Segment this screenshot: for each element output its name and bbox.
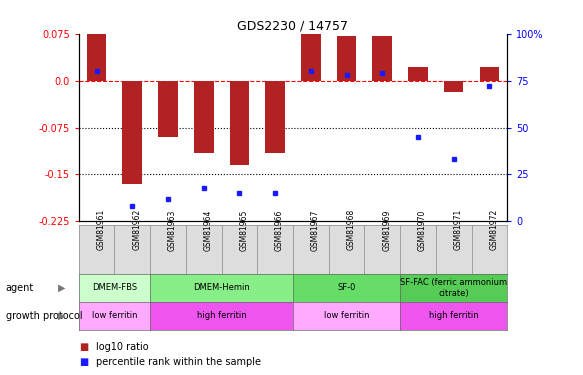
Text: SF-0: SF-0 — [338, 284, 356, 292]
Bar — [122, 81, 142, 184]
Bar — [444, 81, 463, 92]
Bar — [373, 36, 392, 81]
Text: GSM81963: GSM81963 — [168, 209, 177, 251]
Bar — [194, 81, 213, 153]
Text: high ferritin: high ferritin — [429, 311, 479, 320]
Text: agent: agent — [6, 283, 34, 293]
Bar — [230, 81, 249, 165]
Text: GSM81970: GSM81970 — [418, 209, 427, 251]
Title: GDS2230 / 14757: GDS2230 / 14757 — [237, 20, 349, 33]
Text: GSM81964: GSM81964 — [203, 209, 213, 251]
Text: SF-FAC (ferric ammonium
citrate): SF-FAC (ferric ammonium citrate) — [400, 278, 507, 297]
Text: growth protocol: growth protocol — [6, 311, 82, 321]
Text: log10 ratio: log10 ratio — [96, 342, 149, 352]
Text: GSM81965: GSM81965 — [240, 209, 248, 251]
Text: low ferritin: low ferritin — [92, 311, 137, 320]
Text: ■: ■ — [79, 342, 88, 352]
Bar — [301, 34, 321, 81]
Text: GSM81971: GSM81971 — [454, 209, 463, 251]
Text: DMEM-Hemin: DMEM-Hemin — [193, 284, 250, 292]
Text: GSM81967: GSM81967 — [311, 209, 320, 251]
Text: ▶: ▶ — [58, 311, 66, 321]
Bar — [337, 36, 356, 81]
Bar — [265, 81, 285, 153]
Text: ■: ■ — [79, 357, 88, 367]
Text: percentile rank within the sample: percentile rank within the sample — [96, 357, 261, 367]
Bar — [158, 81, 178, 137]
Bar — [480, 67, 499, 81]
Text: high ferritin: high ferritin — [196, 311, 247, 320]
Bar — [87, 34, 106, 81]
Text: DMEM-FBS: DMEM-FBS — [92, 284, 137, 292]
Text: GSM81968: GSM81968 — [346, 209, 356, 251]
Text: GSM81969: GSM81969 — [382, 209, 391, 251]
Text: low ferritin: low ferritin — [324, 311, 369, 320]
Bar — [408, 67, 428, 81]
Text: ▶: ▶ — [58, 283, 66, 293]
Text: GSM81961: GSM81961 — [97, 209, 106, 251]
Text: GSM81962: GSM81962 — [132, 209, 141, 251]
Text: GSM81966: GSM81966 — [275, 209, 284, 251]
Text: GSM81972: GSM81972 — [489, 209, 498, 251]
